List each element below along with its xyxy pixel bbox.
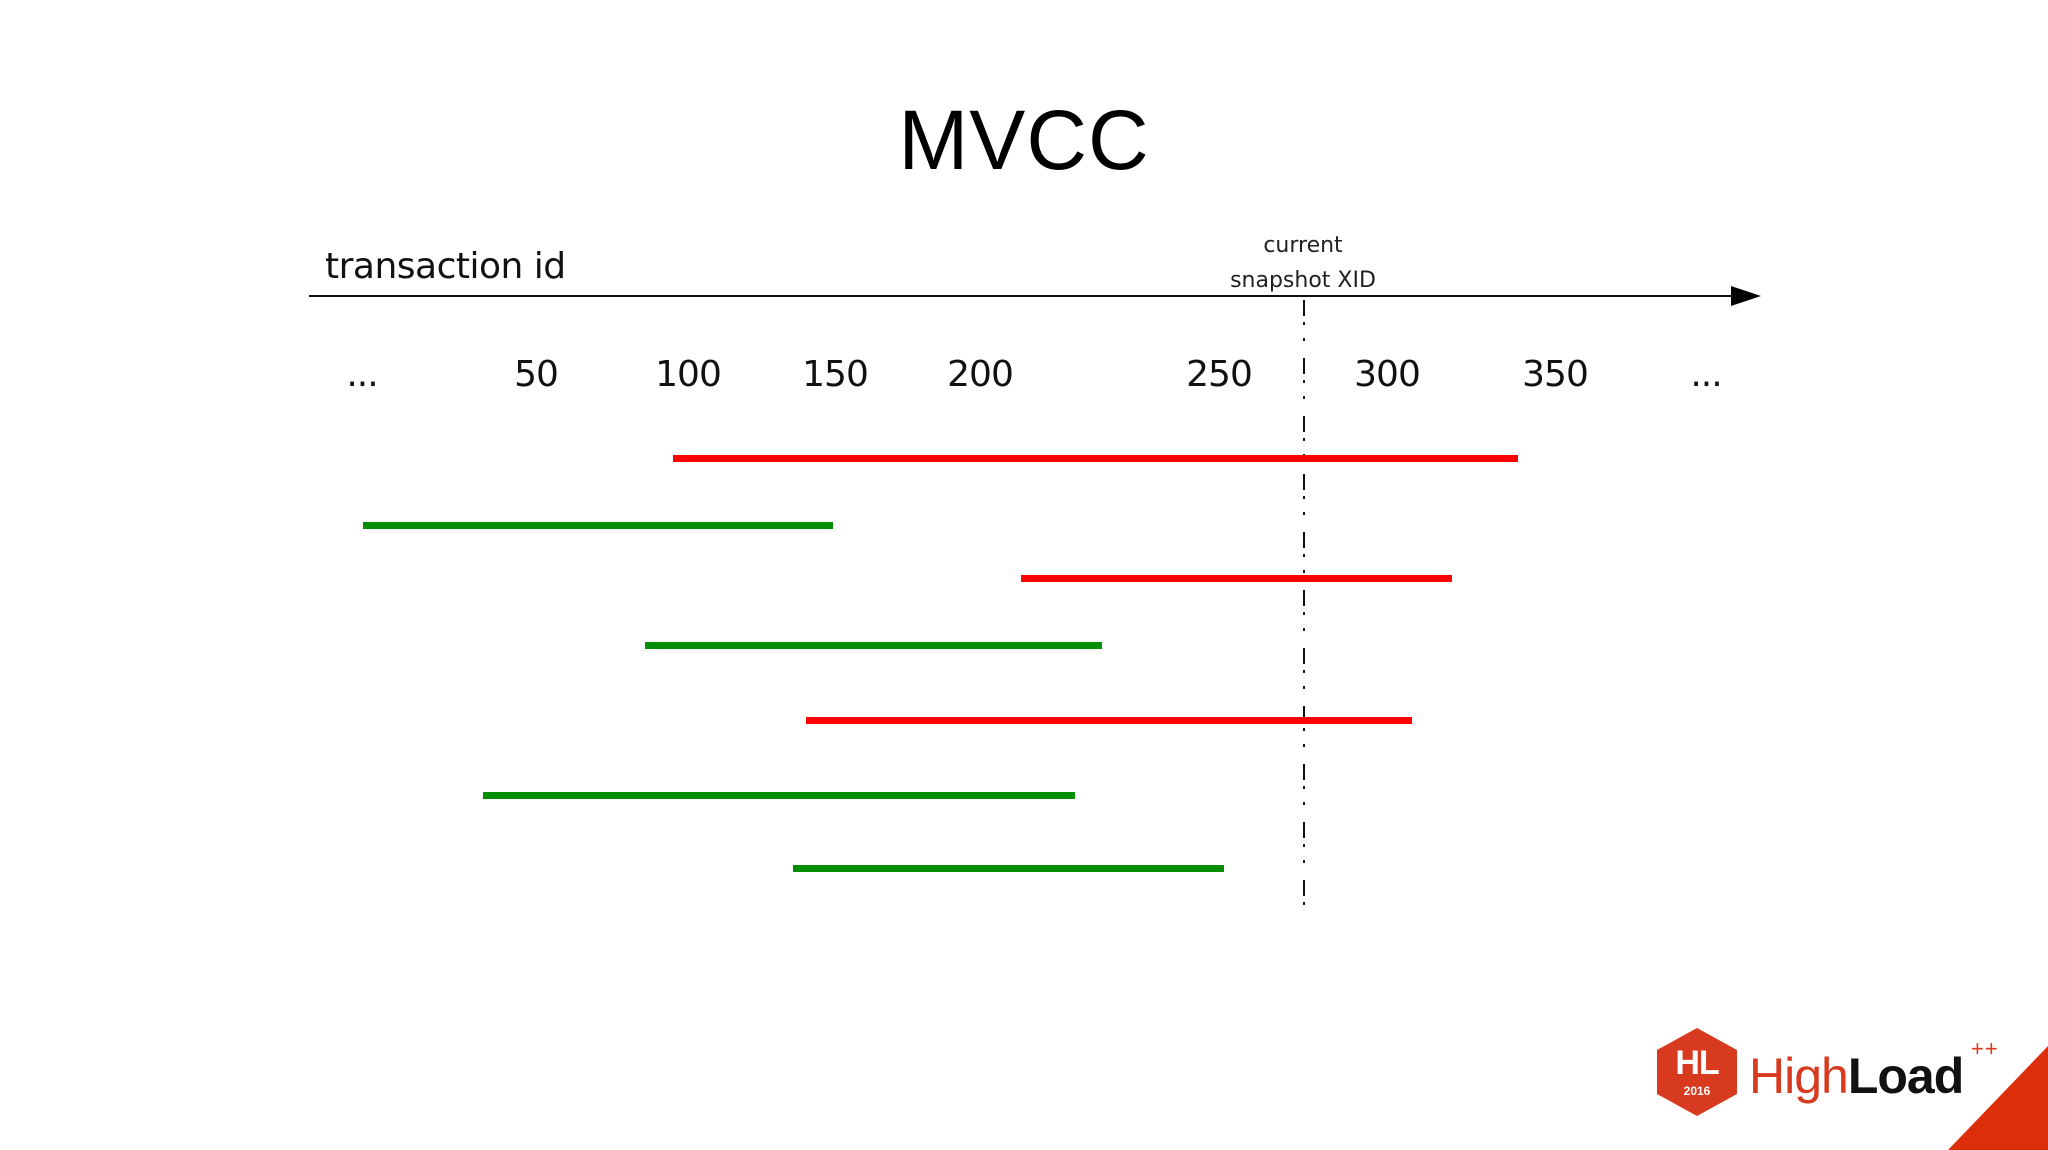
transaction-axis [309, 295, 1734, 297]
arrow-right-icon [1731, 286, 1761, 306]
corner-triangle-decoration [1948, 1046, 2048, 1150]
transaction-bar-red [806, 717, 1412, 724]
transaction-bar-green [483, 792, 1075, 799]
brand-high: High [1749, 1048, 1849, 1104]
transaction-bar-green [363, 522, 833, 529]
slide-title: MVCC [898, 93, 1150, 187]
tick-label: 350 [1522, 354, 1589, 395]
tick-label: 50 [514, 354, 559, 395]
hexagon-badge-icon: HL 2016 [1657, 1028, 1737, 1116]
tick-label: 200 [947, 354, 1014, 395]
tick-label: ... [1690, 354, 1722, 395]
snapshot-xid-line [1303, 300, 1305, 917]
tick-label: 150 [802, 354, 869, 395]
highload-logo: HL 2016 HighLoad ++ [1655, 1028, 2015, 1120]
tick-label: 250 [1186, 354, 1253, 395]
brand-load: Load [1847, 1048, 1964, 1104]
tick-label: 300 [1354, 354, 1421, 395]
snapshot-label-line2: snapshot XID [1230, 268, 1376, 293]
transaction-bar-red [1021, 575, 1452, 582]
transaction-bar-red [673, 455, 1518, 462]
brand-name: HighLoad [1749, 1048, 1964, 1104]
badge-year: 2016 [1683, 1084, 1711, 1098]
tick-label: ... [346, 354, 378, 395]
transaction-bar-green [645, 642, 1102, 649]
badge-text: HL [1675, 1044, 1719, 1082]
transaction-bar-green [793, 865, 1224, 872]
snapshot-label-line1: current [1263, 233, 1343, 258]
axis-label: transaction id [325, 246, 566, 287]
tick-label: 100 [655, 354, 722, 395]
